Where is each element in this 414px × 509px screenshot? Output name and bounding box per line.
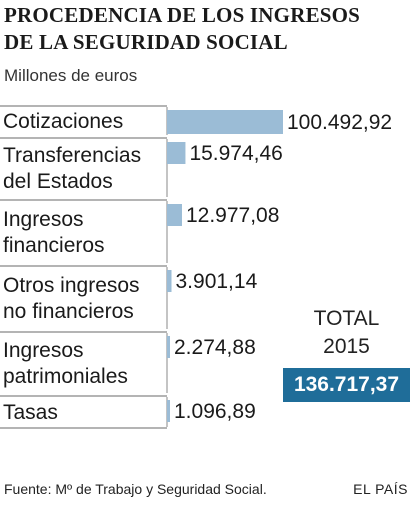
bar xyxy=(167,142,186,164)
source-note: Fuente: Mº de Trabajo y Seguridad Social… xyxy=(4,481,267,497)
chart-title: PROCEDENCIA DE LOS INGRESOS DE LA SEGURI… xyxy=(4,2,410,56)
category-label: financieros xyxy=(3,234,105,257)
total-label: TOTAL xyxy=(313,307,380,330)
category-label: Ingresos xyxy=(3,339,84,362)
bar xyxy=(167,204,182,226)
category-label: Cotizaciones xyxy=(3,110,123,133)
category-label: Tasas xyxy=(3,401,58,424)
total-value-badge: 136.717,37 xyxy=(283,368,410,402)
value-label: 2.274,88 xyxy=(174,336,256,359)
category-label: patrimoniales xyxy=(3,365,128,388)
bar xyxy=(167,400,170,422)
category-label: no financieros xyxy=(3,300,134,323)
bar xyxy=(167,110,283,134)
bar xyxy=(167,336,170,358)
title-line-1: PROCEDENCIA DE LOS INGRESOS xyxy=(4,3,361,27)
category-label: del Estados xyxy=(3,170,113,193)
category-label: Otros ingresos xyxy=(3,274,140,297)
bar-chart: Cotizaciones 100.492,92 Transferencias del … xyxy=(0,105,392,429)
category-label: Transferencias xyxy=(3,144,141,167)
value-label: 100.492,92 xyxy=(287,111,392,134)
title-line-2: DE LA SEGURIDAD SOCIAL xyxy=(4,30,288,54)
value-label: 3.901,14 xyxy=(176,270,258,293)
total-year: 2015 xyxy=(323,335,370,358)
value-label: 1.096,89 xyxy=(174,400,256,423)
bar xyxy=(167,270,172,292)
value-label: 15.974,46 xyxy=(189,142,282,165)
publisher-brand: EL PAÍS xyxy=(353,481,408,497)
category-label: Ingresos xyxy=(3,208,84,231)
chart-subtitle: Millones de euros xyxy=(4,66,138,85)
value-label: 12.977,08 xyxy=(186,204,279,227)
